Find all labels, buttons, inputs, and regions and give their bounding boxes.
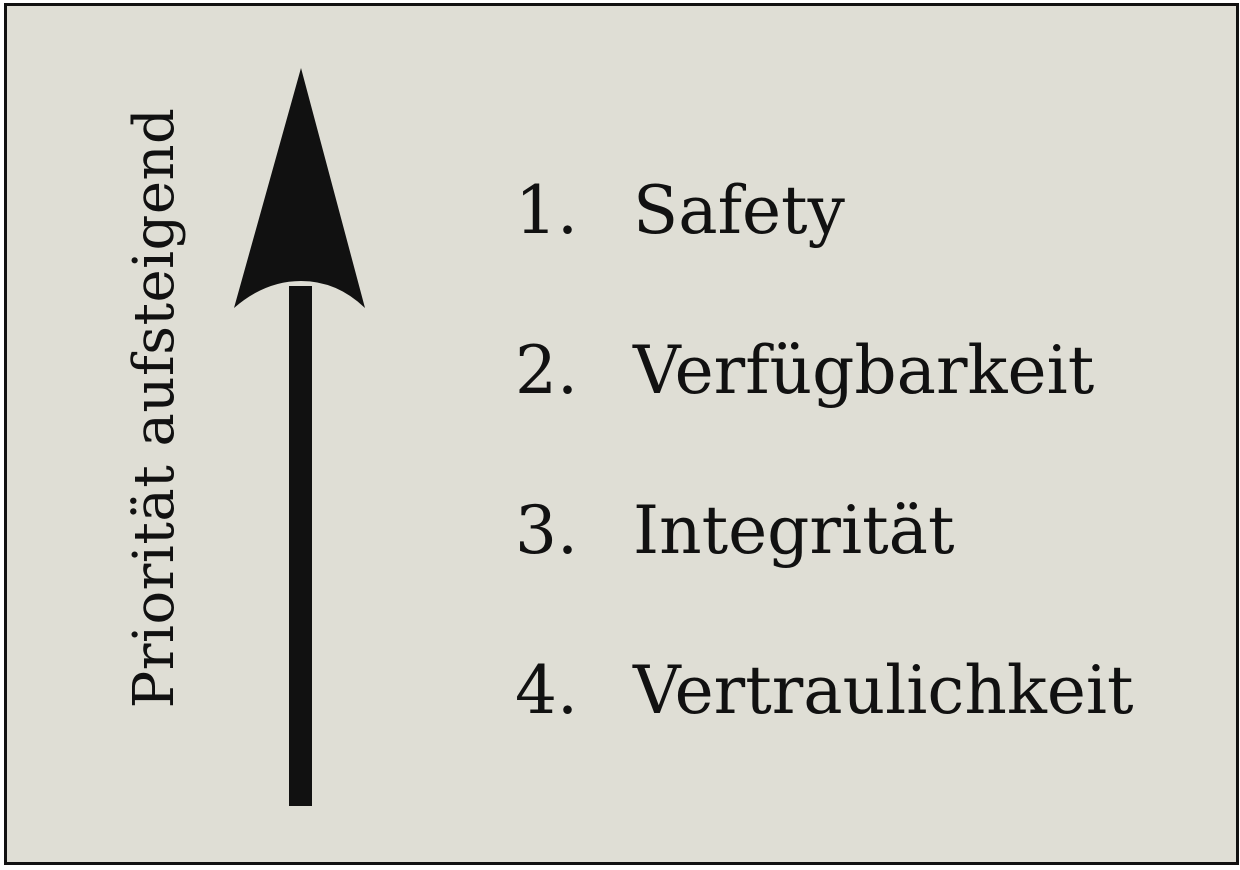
priority-item-1: 1. Safety	[515, 166, 845, 256]
priority-item-3: 3. Integrität	[515, 486, 954, 576]
priority-item-2: 2. Verfügbarkeit	[515, 326, 1094, 416]
priority-item-4: 4. Vertraulichkeit	[515, 646, 1134, 736]
priority-number: 4.	[515, 652, 578, 729]
priority-label: Vertraulichkeit	[633, 652, 1134, 729]
priority-list: 1. Safety 2. Verfügbarkeit 3. Integrität…	[7, 6, 1236, 862]
priority-label: Integrität	[633, 492, 955, 569]
arrow-head	[234, 68, 365, 308]
priority-number: 2.	[515, 332, 578, 409]
priority-number: 3.	[515, 492, 578, 569]
arrow-shaft	[289, 286, 312, 806]
priority-label: Verfügbarkeit	[633, 332, 1095, 409]
up-arrow-icon	[234, 68, 365, 806]
priority-label: Safety	[633, 172, 845, 249]
priority-diagram: Priorität aufsteigend 1. Safety 2. Verfü…	[4, 3, 1239, 865]
priority-number: 1.	[515, 172, 578, 249]
